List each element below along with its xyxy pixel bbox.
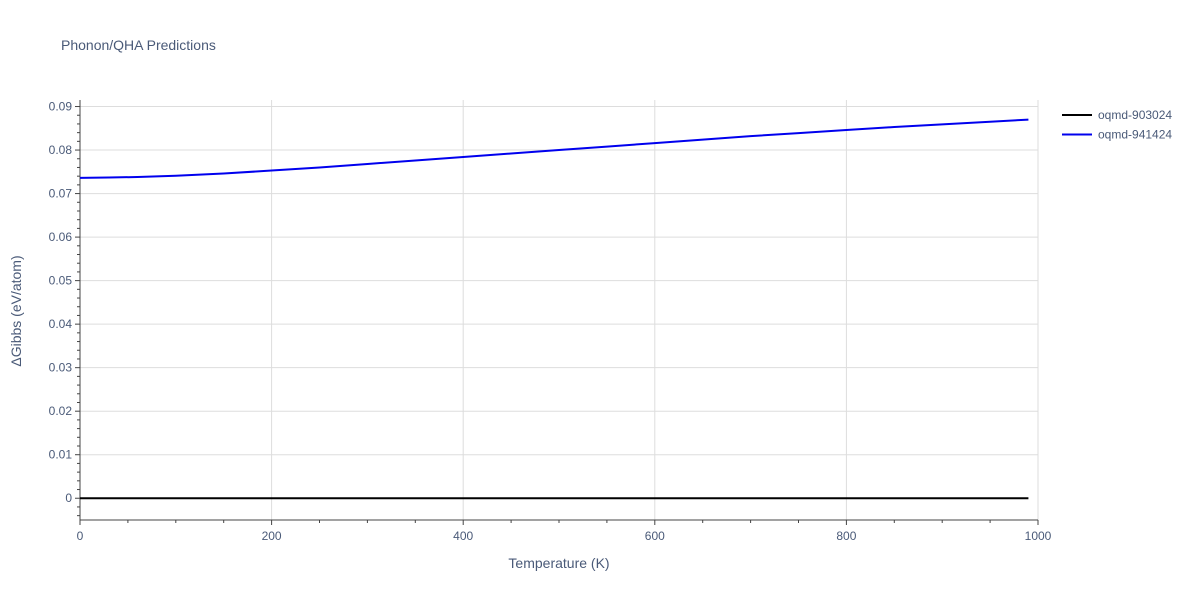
y-tick-label: 0.03: [49, 361, 73, 375]
legend[interactable]: oqmd-903024 oqmd-941424: [1062, 108, 1172, 142]
y-tick-label: 0.06: [49, 230, 73, 244]
series-layer: [79, 118, 1029, 500]
x-tick-label: 600: [645, 529, 665, 543]
x-tick-label: 200: [262, 529, 282, 543]
x-tick-label: 400: [453, 529, 473, 543]
y-tick-label: 0.08: [49, 143, 73, 157]
series-line-oqmd-941424: [79, 118, 1029, 179]
chart-title: Phonon/QHA Predictions: [61, 37, 216, 53]
y-tick-label: 0.02: [49, 404, 73, 418]
legend-label: oqmd-941424: [1098, 128, 1172, 142]
grid-layer: [80, 100, 1039, 520]
x-axis-title: Temperature (K): [508, 555, 609, 571]
y-tick-label: 0: [65, 491, 72, 505]
x-tick-label: 0: [77, 529, 84, 543]
y-tick-label: 0.04: [49, 317, 73, 331]
legend-item-oqmd-941424[interactable]: oqmd-941424: [1062, 128, 1172, 142]
legend-item-oqmd-903024[interactable]: oqmd-903024: [1062, 108, 1172, 122]
x-tick-label: 800: [836, 529, 856, 543]
x-tick-label: 1000: [1025, 529, 1052, 543]
legend-label: oqmd-903024: [1098, 108, 1172, 122]
y-axis-title: ΔGibbs (eV/atom): [8, 255, 24, 366]
axis-layer: 0 0.01 0.02 0.03 0.04 0.05 0.06 0.07 0.08 0.09 0 20…: [49, 100, 1052, 543]
y-tick-label: 0.07: [49, 187, 73, 201]
y-tick-label: 0.09: [49, 100, 73, 114]
y-tick-label: 0.01: [49, 448, 73, 462]
y-tick-label: 0.05: [49, 274, 73, 288]
